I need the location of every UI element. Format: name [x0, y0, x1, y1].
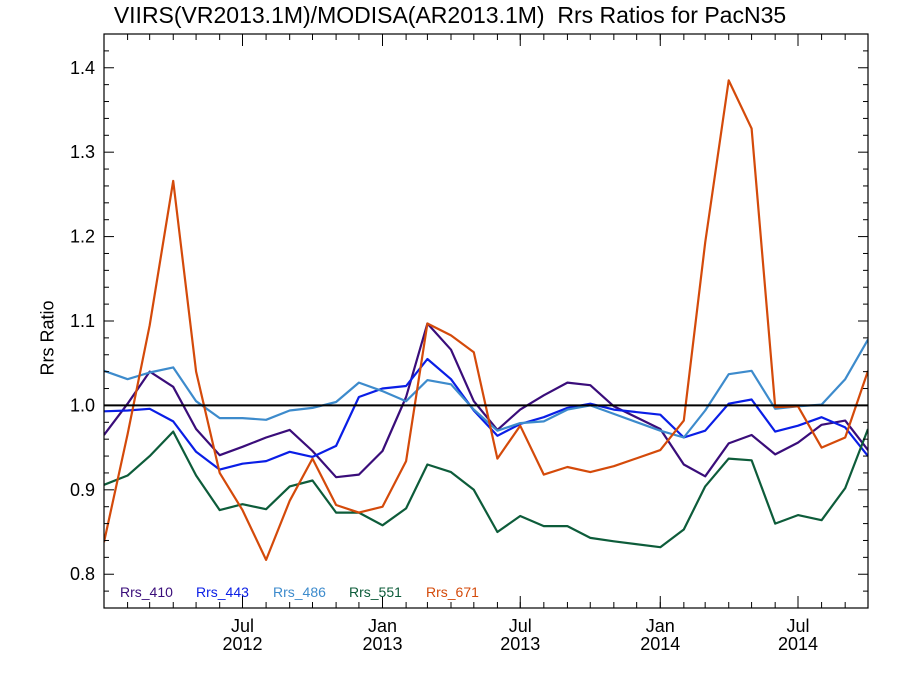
y-tick-label: 1.2	[70, 227, 95, 247]
series-line-rrs-486	[104, 339, 868, 439]
chart-title: VIIRS(VR2013.1M)/MODISA(AR2013.1M) Rrs R…	[113, 2, 787, 28]
series-line-rrs-551	[104, 428, 868, 549]
series-line-rrs-671	[104, 79, 868, 562]
legend-entry-rrs-551: Rrs_551	[349, 584, 402, 600]
y-tick-label: 1.0	[70, 395, 95, 415]
x-tick-label-year: 2013	[500, 634, 540, 654]
plot-frame	[103, 33, 869, 609]
y-tick-label: 1.4	[70, 58, 95, 78]
x-tick-label-year: 2014	[640, 634, 680, 654]
y-tick-label: 0.8	[70, 564, 95, 584]
y-tick-label: 1.3	[70, 142, 95, 162]
y-tick-label: 0.9	[70, 480, 95, 500]
series-line-rrs-410	[104, 322, 868, 479]
x-tick-label-month: Jul	[509, 616, 532, 636]
legend-entry-rrs-410: Rrs_410	[120, 584, 173, 600]
x-tick-label-month: Jul	[231, 616, 254, 636]
x-tick-label-month: Jul	[786, 616, 809, 636]
x-tick-label-year: 2014	[778, 634, 818, 654]
x-tick-label-month: Jan	[646, 616, 675, 636]
legend-entry-rrs-486: Rrs_486	[273, 584, 326, 600]
x-tick-label-year: 2013	[362, 634, 402, 654]
y-tick-label: 1.1	[70, 311, 95, 331]
legend-entry-rrs-671: Rrs_671	[426, 584, 479, 600]
legend-entry-rrs-443: Rrs_443	[196, 584, 249, 600]
x-tick-label-year: 2012	[222, 634, 262, 654]
x-tick-label-month: Jan	[368, 616, 397, 636]
